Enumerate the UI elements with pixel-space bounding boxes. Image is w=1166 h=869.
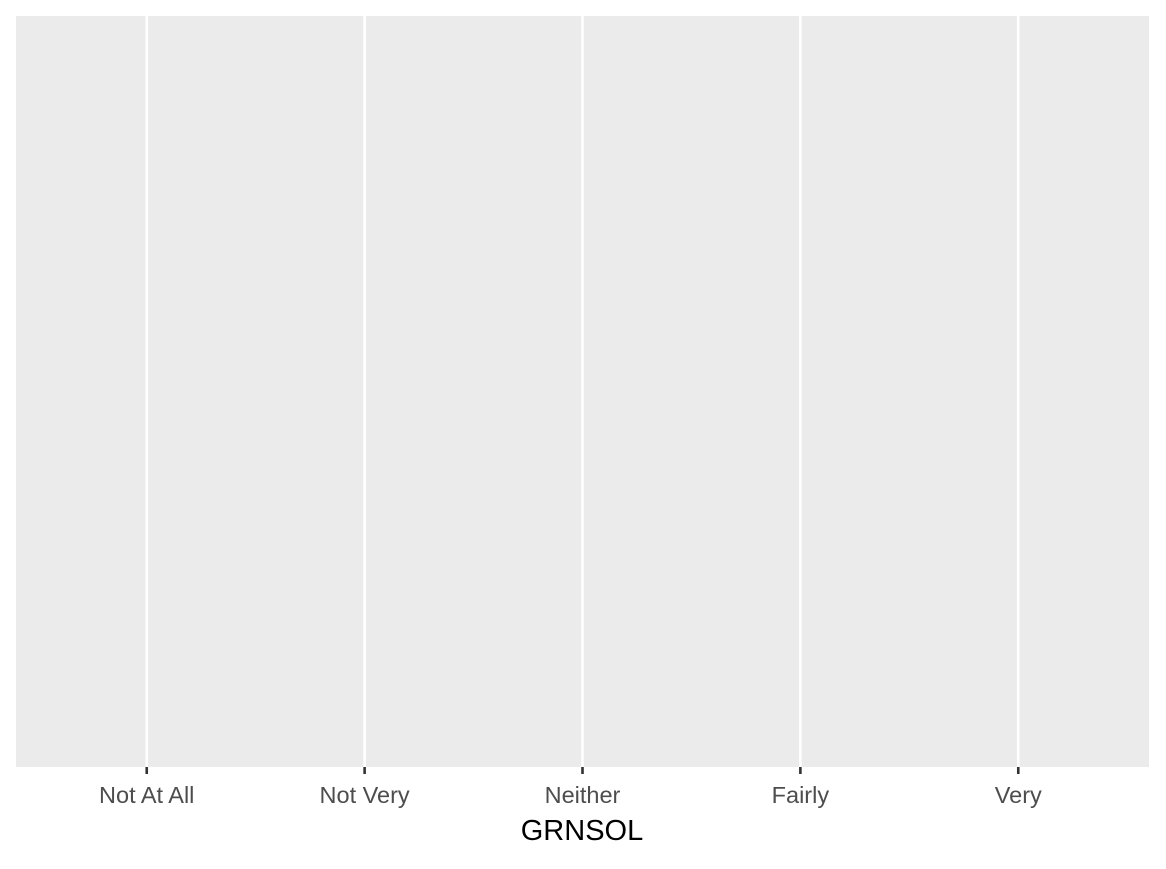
- x-axis-ticks: [145, 767, 1020, 774]
- x-tick-label: Very: [995, 782, 1042, 808]
- x-tick-label: Not At All: [99, 782, 194, 808]
- x-tick-label: Fairly: [772, 782, 830, 808]
- x-gridlines: [145, 16, 1020, 767]
- x-axis-title: GRNSOL: [521, 815, 643, 847]
- x-axis-tick-labels: Not At All Not Very Neither Fairly Very: [99, 782, 1042, 808]
- x-tick-label: Not Very: [320, 782, 410, 808]
- x-tick-label: Neither: [545, 782, 621, 808]
